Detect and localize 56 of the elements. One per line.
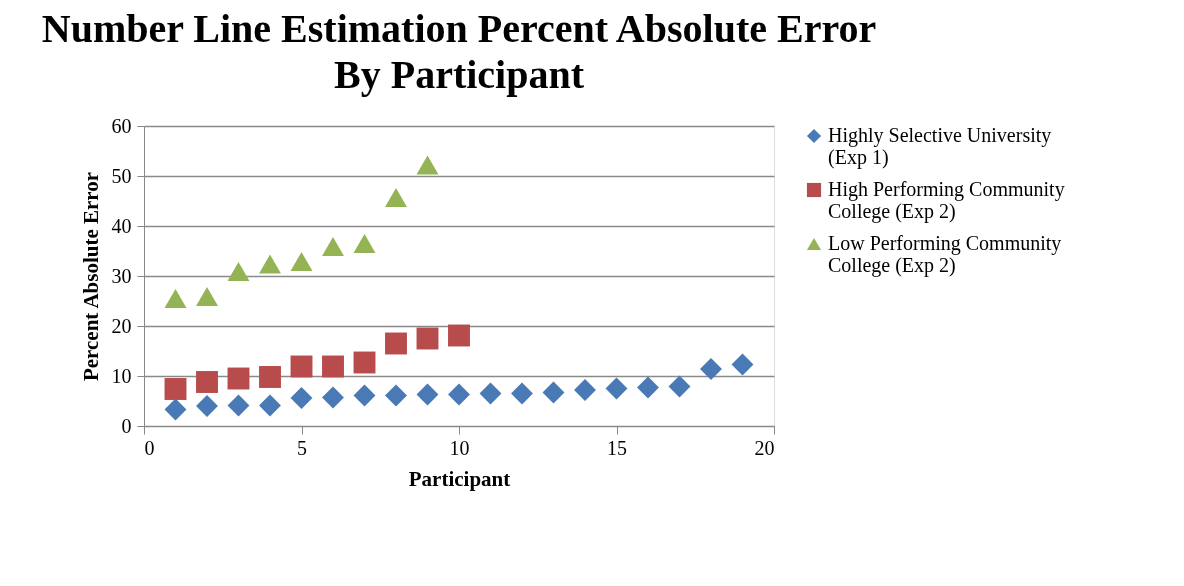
x-tick-label: 10 — [449, 436, 470, 459]
point — [448, 383, 470, 406]
point — [290, 355, 313, 378]
chart-title: Number Line Estimation Percent Absolute Error By Participant — [41, 6, 877, 97]
y-tick-label: 20 — [111, 314, 132, 337]
point — [259, 394, 281, 417]
y-tick-label: 0 — [121, 414, 132, 437]
point — [668, 375, 691, 398]
point — [353, 351, 376, 374]
point — [227, 394, 250, 417]
point — [416, 327, 439, 350]
point — [416, 383, 439, 406]
point — [416, 155, 439, 175]
point — [196, 395, 218, 417]
point — [322, 237, 344, 256]
point — [290, 252, 313, 271]
point — [227, 367, 250, 390]
point — [731, 353, 754, 376]
point — [542, 381, 565, 404]
point — [322, 355, 344, 378]
legend-label: Highly Selective University (Exp 1) — [828, 124, 1052, 169]
point — [511, 382, 533, 405]
y-axis-title: Percent Absolute Error — [78, 171, 103, 382]
point — [164, 378, 187, 400]
x-tick-label: 15 — [607, 436, 627, 459]
point — [353, 234, 376, 253]
y-tick-label: 50 — [111, 164, 132, 187]
point — [164, 289, 187, 308]
point — [637, 376, 659, 399]
point — [259, 366, 281, 388]
point — [385, 332, 407, 355]
y-tick-label: 60 — [111, 114, 132, 137]
point — [700, 358, 722, 380]
x-tick-label: 0 — [144, 436, 155, 459]
point — [574, 379, 596, 401]
y-tick-label: 10 — [111, 364, 132, 387]
point — [322, 386, 344, 409]
x-tick-label: 20 — [754, 436, 775, 459]
point — [290, 387, 313, 409]
legend-label: Low Performing Community College (Exp 2) — [828, 232, 1062, 277]
point — [259, 254, 281, 274]
point — [385, 188, 407, 207]
legend-label: High Performing Community College (Exp 2) — [828, 178, 1065, 223]
point — [605, 377, 628, 400]
point — [196, 287, 218, 306]
x-axis-title: Participant — [408, 466, 511, 491]
point — [448, 324, 470, 347]
point — [196, 371, 218, 393]
point — [164, 398, 187, 421]
point — [479, 382, 502, 405]
y-tick-label: 40 — [111, 214, 132, 237]
point — [227, 262, 250, 281]
y-tick-label: 30 — [111, 264, 132, 287]
x-tick-label: 5 — [297, 436, 307, 459]
point — [385, 384, 407, 407]
point — [353, 384, 376, 407]
